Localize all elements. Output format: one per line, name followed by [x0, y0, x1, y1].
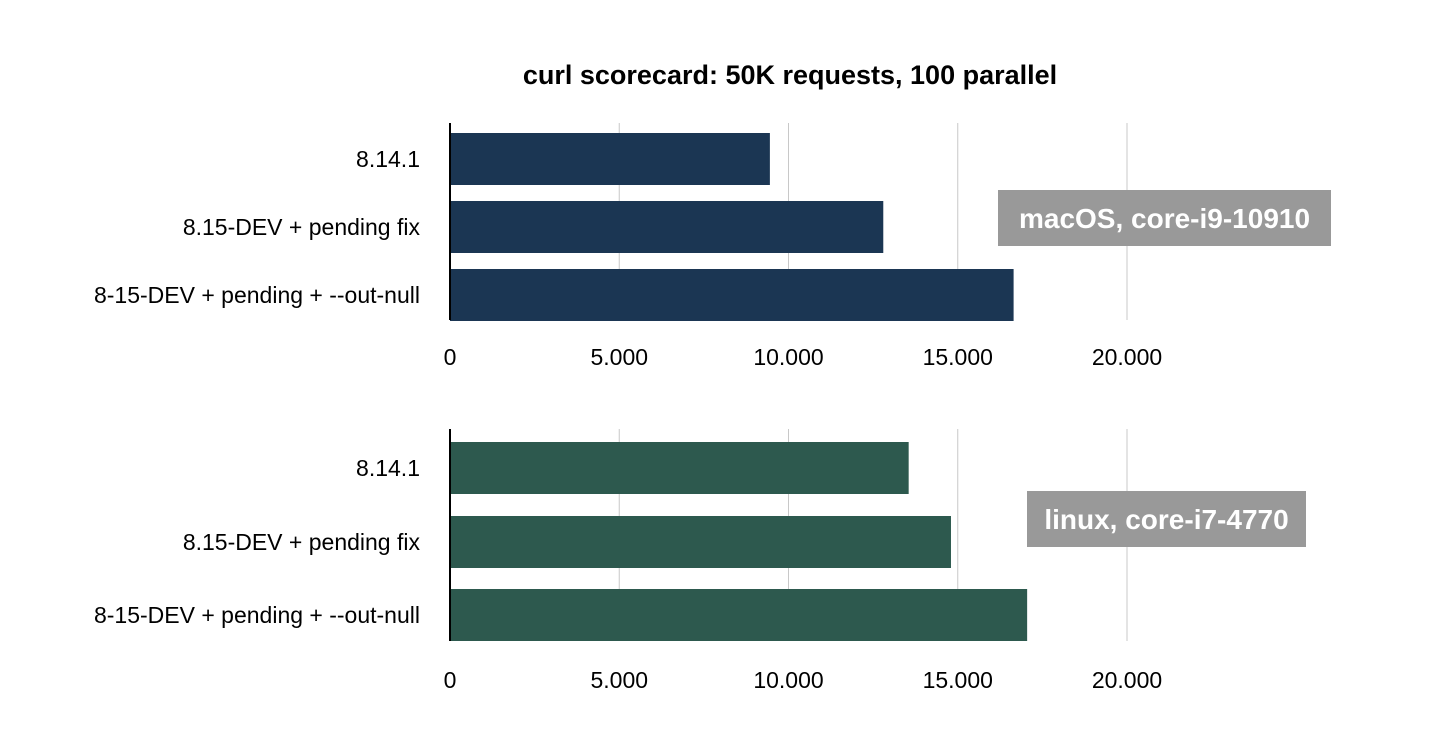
bar — [450, 269, 1014, 321]
x-tick-label: 0 — [444, 344, 457, 370]
annotation-badge — [998, 190, 1331, 246]
category-label: 8.15-DEV + pending fix — [183, 529, 421, 555]
x-tick-label: 5.000 — [590, 344, 648, 370]
bar — [450, 133, 770, 185]
chart-panel-2: 8.14.1 8.15-DEV + pending fix 8-15-DEV + p… — [94, 429, 1306, 693]
bar — [450, 516, 951, 568]
category-label: 8.14.1 — [356, 455, 420, 481]
x-tick-label: 15.000 — [923, 344, 993, 370]
category-label: 8-15-DEV + pending + --out-null — [94, 282, 420, 308]
chart-panel-1: 8.14.1 8.15-DEV + pending fix 8-15-DEV + p… — [94, 123, 1331, 370]
x-tick-label: 5.000 — [590, 667, 648, 693]
annotation-badge — [1027, 491, 1306, 547]
annotation-text: linux, core-i7-4770 — [1044, 504, 1288, 535]
x-tick-label: 10.000 — [753, 667, 823, 693]
category-label: 8.14.1 — [356, 146, 420, 172]
x-tick-label: 20.000 — [1092, 344, 1162, 370]
annotation-text: macOS, core-i9-10910 — [1019, 203, 1310, 234]
bar — [450, 589, 1028, 641]
bar — [450, 442, 909, 494]
bar — [450, 201, 884, 253]
x-tick-label: 10.000 — [753, 344, 823, 370]
x-tick-label: 20.000 — [1092, 667, 1162, 693]
x-tick-label: 0 — [444, 667, 457, 693]
chart-title: curl scorecard: 50K requests, 100 parall… — [522, 60, 1058, 90]
category-label: 8-15-DEV + pending + --out-null — [94, 602, 420, 628]
category-label: 8.15-DEV + pending fix — [183, 214, 421, 240]
x-tick-label: 15.000 — [923, 667, 993, 693]
